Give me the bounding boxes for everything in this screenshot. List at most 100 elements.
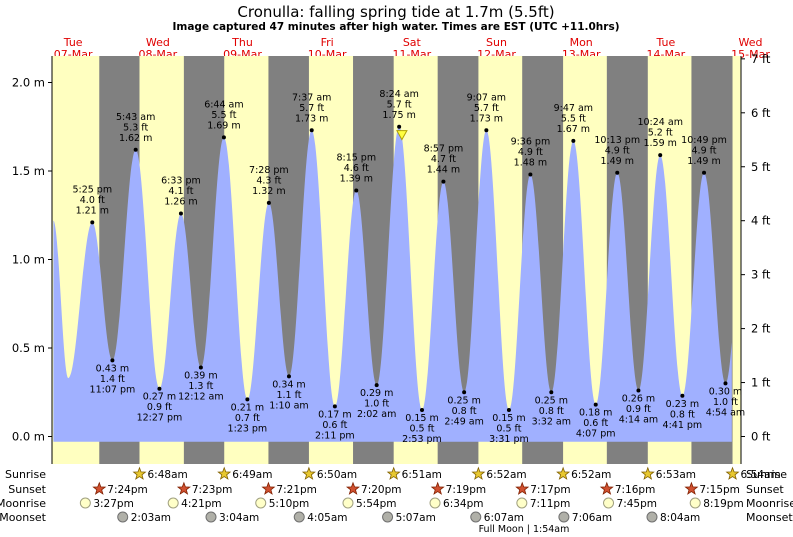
low-tide-point xyxy=(374,383,379,388)
high-tide-point xyxy=(615,170,620,175)
high-tide-label: 5.7 ft xyxy=(474,103,499,114)
moonset-time: 6:07am xyxy=(484,512,524,524)
row-label-right: Sunset xyxy=(746,483,784,496)
low-tide-label: 0.39 m xyxy=(184,370,217,381)
sunrise-icon xyxy=(640,466,655,480)
high-tide-label: 5:43 am xyxy=(116,112,155,123)
sunset-icon xyxy=(261,481,276,495)
low-tide-label: 1:10 am xyxy=(269,400,308,411)
high-tide-point xyxy=(528,172,533,177)
sunset-time: 7:21pm xyxy=(276,484,316,496)
low-tide-label: 0.26 m xyxy=(622,393,655,404)
moonset-icon xyxy=(646,511,658,523)
low-tide-label: 11:07 pm xyxy=(90,384,136,395)
chart-subtitle: Image captured 47 minutes after high wat… xyxy=(173,21,620,33)
low-tide-point xyxy=(245,397,250,402)
sunset-time: 7:16pm xyxy=(615,484,655,496)
low-tide-label: 2:49 am xyxy=(444,416,483,427)
low-tide-label: 2:53 pm xyxy=(402,434,442,445)
low-tide-label: 1.0 ft xyxy=(713,397,738,408)
day-name: Tue xyxy=(655,36,675,49)
low-tide-point xyxy=(332,404,337,409)
low-tide-label: 4:41 pm xyxy=(663,420,703,431)
moonrise-icon xyxy=(516,497,528,509)
high-tide-label: 1.75 m xyxy=(382,110,415,121)
sunset-icon xyxy=(684,481,699,495)
moonset-icon xyxy=(558,511,570,523)
sunset-time: 7:17pm xyxy=(530,484,570,496)
low-tide-point xyxy=(157,386,162,391)
sunset-time: 7:24pm xyxy=(107,484,147,496)
high-tide-label: 4.1 ft xyxy=(168,186,193,197)
high-tide-point xyxy=(484,128,489,133)
low-tide-point xyxy=(636,388,641,393)
high-tide-label: 5.2 ft xyxy=(648,128,673,139)
moonrise-icon xyxy=(429,497,441,509)
low-tide-label: 0.25 m xyxy=(535,395,568,406)
high-tide-label: 1.21 m xyxy=(76,205,109,216)
low-tide-point xyxy=(110,358,115,363)
low-tide-label: 0.27 m xyxy=(143,392,176,403)
high-tide-label: 1.39 m xyxy=(340,173,373,184)
moonset-time: 3:04am xyxy=(219,512,259,524)
low-tide-label: 0.23 m xyxy=(666,399,699,410)
sunset-icon xyxy=(176,481,191,495)
left-tick-label: 1.0 m xyxy=(12,253,45,267)
high-tide-label: 4.7 ft xyxy=(431,154,456,165)
high-tide-label: 4.3 ft xyxy=(256,175,281,186)
low-tide-label: 0.6 ft xyxy=(583,418,608,429)
moonrise-time: 7:45pm xyxy=(617,498,657,510)
low-tide-label: 1.0 ft xyxy=(364,399,389,410)
high-tide-point xyxy=(133,147,138,152)
tide-area xyxy=(53,126,732,442)
low-tide-point xyxy=(286,374,291,379)
high-tide-label: 5.3 ft xyxy=(123,122,148,133)
sunrise-time: 6:51am xyxy=(402,469,442,481)
high-tide-label: 5.5 ft xyxy=(211,110,236,121)
current-tide-marker xyxy=(396,130,408,141)
high-tide-point xyxy=(309,128,314,133)
sunset-icon xyxy=(599,481,614,495)
row-label-left: Moonrise xyxy=(0,497,46,510)
high-tide-label: 8:24 am xyxy=(379,89,418,100)
day-name: Sat xyxy=(403,36,422,49)
day-name: Wed xyxy=(146,36,170,49)
low-tide-label: 2:11 pm xyxy=(315,430,355,441)
high-tide-label: 4.0 ft xyxy=(80,195,105,206)
sunset-icon xyxy=(92,481,107,495)
low-tide-label: 1.1 ft xyxy=(276,390,301,401)
moonrise-time: 7:11pm xyxy=(530,498,570,510)
sunrise-icon xyxy=(556,466,571,480)
high-tide-label: 5.7 ft xyxy=(299,103,324,114)
moonrise-icon xyxy=(255,497,267,509)
sunrise-icon xyxy=(217,466,232,480)
low-tide-label: 0.43 m xyxy=(96,363,129,374)
row-label-left: Sunrise xyxy=(5,468,46,481)
sunrise-time: 6:53am xyxy=(656,469,696,481)
row-label-right: Sunrise xyxy=(746,468,787,481)
high-tide-label: 5:25 pm xyxy=(72,184,112,195)
high-tide-point xyxy=(397,124,402,129)
sunset-icon xyxy=(515,481,530,495)
moonset-time: 5:07am xyxy=(396,512,436,524)
moonset-icon xyxy=(205,511,217,523)
right-tick-label: 1 ft xyxy=(751,376,771,390)
axes: 0.0 m 0.5 m 1.0 m 1.5 m 2.0 m 0 ft 1 ft 2 ft 3 f… xyxy=(12,52,771,464)
high-tide-point xyxy=(441,179,446,184)
high-tide-label: 4.9 ft xyxy=(605,145,630,156)
high-tide-label: 7:37 am xyxy=(292,92,331,103)
high-tide-label: 10:49 pm xyxy=(681,135,727,146)
high-tide-point xyxy=(221,135,226,140)
high-tide-label: 7:28 pm xyxy=(249,165,289,176)
low-tide-point xyxy=(420,407,425,412)
day-name: Tue xyxy=(63,36,83,49)
low-tide-label: 0.8 ft xyxy=(670,409,695,420)
high-tide-label: 4.6 ft xyxy=(344,163,369,174)
day-name: Thu xyxy=(231,36,253,49)
low-tide-label: 0.7 ft xyxy=(235,413,260,424)
row-label-left: Sunset xyxy=(8,483,46,496)
sunrise-time: 6:52am xyxy=(486,469,526,481)
row-label-right: Moonrise xyxy=(746,497,793,510)
sunrise-time: 6:50am xyxy=(317,469,357,481)
low-tide-label: 0.5 ft xyxy=(496,423,521,434)
